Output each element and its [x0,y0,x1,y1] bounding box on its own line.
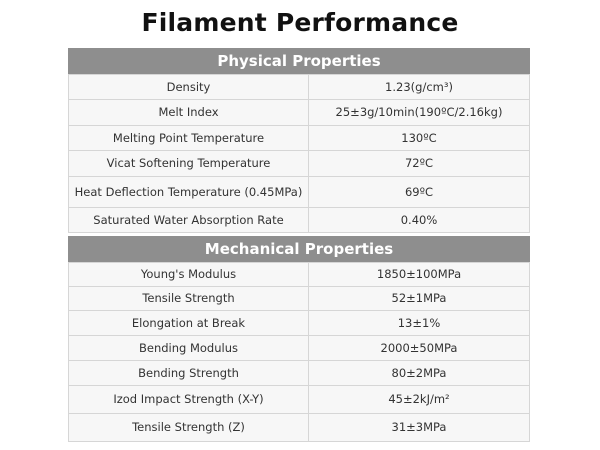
property-value: 0.40% [308,207,530,233]
mechanical-properties-section: Mechanical Properties Young's Modulus 18… [68,236,530,442]
property-name: Bending Modulus [68,335,309,361]
property-name: Vicat Softening Temperature [68,150,309,177]
property-value: 31±3MPa [308,413,530,442]
physical-properties-table: Density 1.23(g/cm³) Melt Index 25±3g/10m… [68,74,530,233]
table-row: Izod Impact Strength (X-Y) 45±2kJ/m² [68,385,530,414]
property-value: 80±2MPa [308,360,530,386]
property-value: 1.23(g/cm³) [308,74,530,100]
property-value: 69ºC [308,176,530,208]
table-row: Heat Deflection Temperature (0.45MPa) 69… [68,176,530,208]
property-value: 72ºC [308,150,530,177]
property-name: Elongation at Break [68,310,309,336]
table-row: Young's Modulus 1850±100MPa [68,262,530,287]
table-row: Saturated Water Absorption Rate 0.40% [68,207,530,233]
property-name: Tensile Strength (Z) [68,413,309,442]
property-value: 130ºC [308,125,530,151]
page-title: Filament Performance [141,8,459,37]
table-row: Bending Modulus 2000±50MPa [68,335,530,361]
mechanical-properties-table: Young's Modulus 1850±100MPa Tensile Stre… [68,262,530,442]
mechanical-properties-header: Mechanical Properties [68,236,530,262]
property-name: Izod Impact Strength (X-Y) [68,385,309,414]
table-row: Melting Point Temperature 130ºC [68,125,530,151]
table-row: Tensile Strength (Z) 31±3MPa [68,413,530,442]
table-row: Melt Index 25±3g/10min(190ºC/2.16kg) [68,99,530,126]
property-name: Melting Point Temperature [68,125,309,151]
table-row: Density 1.23(g/cm³) [68,74,530,100]
property-value: 1850±100MPa [308,262,530,287]
physical-properties-header: Physical Properties [68,48,530,74]
property-value: 2000±50MPa [308,335,530,361]
property-value: 45±2kJ/m² [308,385,530,414]
table-row: Elongation at Break 13±1% [68,310,530,336]
property-name: Saturated Water Absorption Rate [68,207,309,233]
property-name: Density [68,74,309,100]
property-name: Bending Strength [68,360,309,386]
property-value: 52±1MPa [308,286,530,311]
table-row: Bending Strength 80±2MPa [68,360,530,386]
property-value: 25±3g/10min(190ºC/2.16kg) [308,99,530,126]
table-row: Tensile Strength 52±1MPa [68,286,530,311]
property-name: Melt Index [68,99,309,126]
property-name: Heat Deflection Temperature (0.45MPa) [68,176,309,208]
table-row: Vicat Softening Temperature 72ºC [68,150,530,177]
physical-properties-section: Physical Properties Density 1.23(g/cm³) … [68,48,530,233]
property-name: Young's Modulus [68,262,309,287]
property-name: Tensile Strength [68,286,309,311]
property-value: 13±1% [308,310,530,336]
